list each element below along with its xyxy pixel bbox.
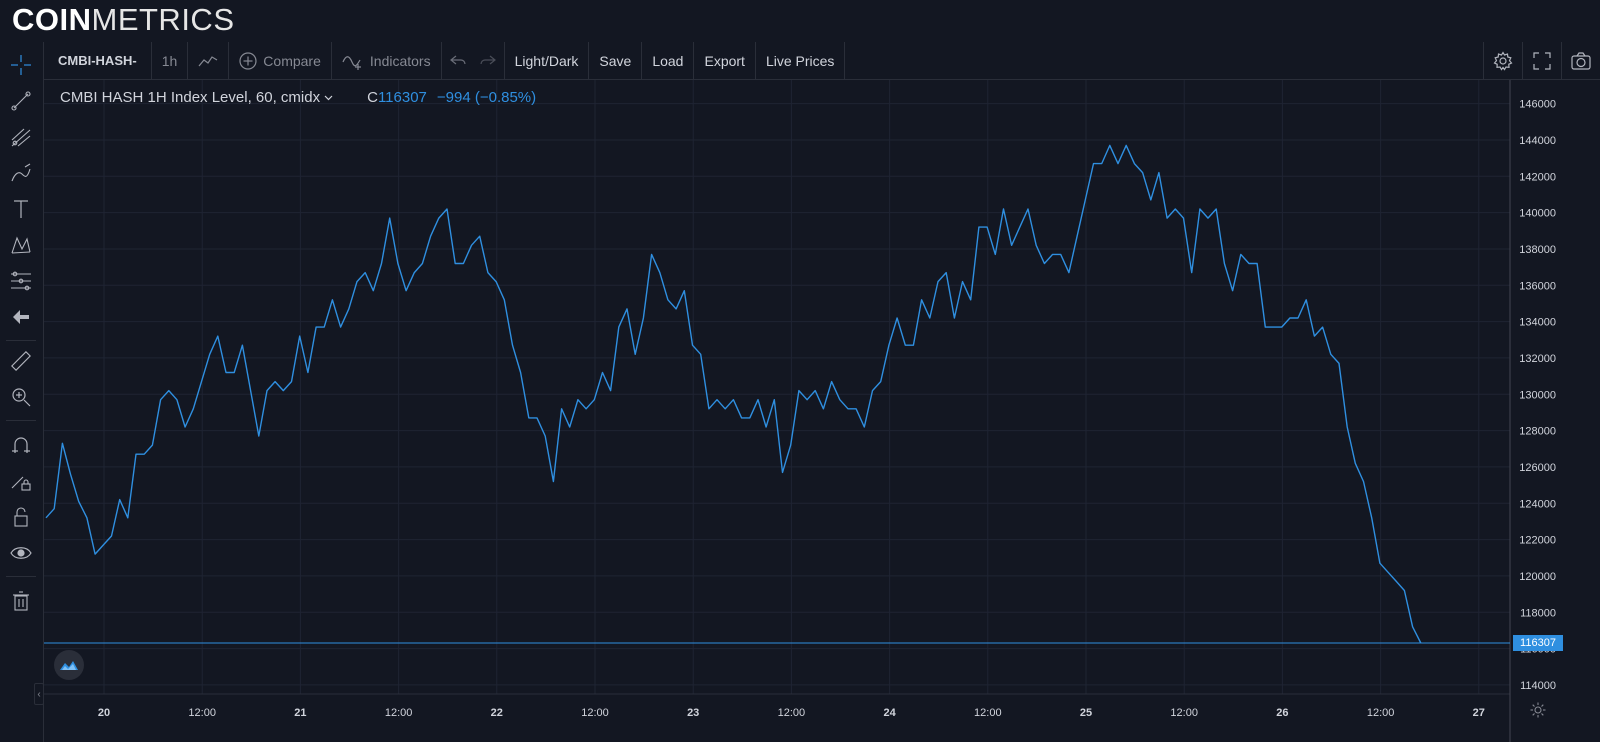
close-label: C — [367, 89, 378, 106]
light-dark-button[interactable]: Light/Dark — [505, 41, 590, 80]
plus-circle-icon — [239, 51, 257, 70]
gear-icon[interactable] — [1483, 42, 1522, 80]
x-tick-label: 20 — [98, 707, 110, 719]
x-axis-ticks: 20 12:00 21 12:00 22 12:00 23 12:00 24 12:00 25 12:… — [98, 707, 1485, 719]
x-tick-label: 12:00 — [778, 707, 806, 719]
y-tick-label: 120000 — [1519, 571, 1556, 583]
crosshair-icon[interactable] — [4, 50, 38, 80]
x-tick-label: 26 — [1276, 707, 1288, 719]
indicators-label: Indicators — [369, 52, 431, 69]
undo-icon[interactable] — [449, 55, 466, 67]
x-tick-label: 12:00 — [581, 707, 609, 719]
redo-icon[interactable] — [479, 55, 496, 67]
y-tick-label: 126000 — [1519, 462, 1556, 474]
last-price-badge: 116307 — [1513, 635, 1563, 651]
interval-button[interactable]: 1h — [152, 41, 189, 80]
undo-redo-group — [442, 41, 505, 80]
x-tick-label: 21 — [294, 707, 306, 719]
x-tick-label: 12:00 — [1367, 707, 1395, 719]
chevron-down-icon[interactable] — [324, 93, 333, 102]
x-tick-label: 12:00 — [1170, 707, 1198, 719]
close-value: 116307 — [377, 89, 427, 106]
trash-icon[interactable] — [4, 586, 38, 616]
chart-toolbar: CMBI-HASH- 1h Compare Indicators Light/D… — [44, 41, 1600, 80]
sidebar-separator — [6, 340, 36, 341]
compare-button[interactable]: Compare — [229, 41, 332, 80]
trend-line-icon[interactable] — [4, 86, 38, 116]
sidebar-separator — [6, 420, 36, 421]
collapse-sidebar-button[interactable]: ‹ — [34, 683, 44, 705]
toolbar-right-group — [1483, 42, 1600, 80]
tradingview-logo-icon[interactable] — [54, 650, 84, 680]
text-icon[interactable] — [4, 194, 38, 224]
y-tick-label: 140000 — [1519, 208, 1556, 220]
x-tick-label: 22 — [491, 707, 503, 719]
pitchfork-icon[interactable] — [4, 122, 38, 152]
lock-drawing-icon[interactable] — [4, 466, 38, 496]
x-tick-label: 24 — [883, 707, 896, 719]
indicators-button[interactable]: Indicators — [332, 41, 442, 80]
sidebar-separator — [6, 576, 36, 577]
y-tick-label: 142000 — [1519, 171, 1556, 183]
y-tick-label: 134000 — [1519, 317, 1556, 329]
chart-grid — [44, 80, 1510, 694]
zoom-in-icon[interactable] — [4, 382, 38, 412]
load-button[interactable]: Load — [642, 41, 695, 80]
logo-light: METRICS — [91, 2, 235, 37]
y-tick-label: 146000 — [1519, 99, 1556, 111]
live-prices-button[interactable]: Live Prices — [756, 41, 846, 80]
camera-icon[interactable] — [1561, 42, 1600, 80]
brush-icon[interactable] — [4, 158, 38, 188]
ruler-icon[interactable] — [4, 346, 38, 376]
fullscreen-icon[interactable] — [1522, 42, 1561, 80]
fib-icon[interactable] — [4, 266, 38, 296]
x-tick-label: 12:00 — [188, 707, 216, 719]
y-tick-label: 122000 — [1519, 535, 1556, 547]
series-title[interactable]: CMBI HASH 1H Index Level, 60, cmidx — [60, 89, 321, 106]
logo-bold: COIN — [12, 2, 92, 37]
unlock-icon[interactable] — [4, 502, 38, 532]
y-tick-label: 118000 — [1520, 607, 1556, 619]
x-tick-label: 12:00 — [974, 707, 1002, 719]
price-series-line — [45, 144, 1422, 644]
x-tick-label: 23 — [687, 707, 699, 719]
series-legend: CMBI HASH 1H Index Level, 60, cmidx C 11… — [60, 89, 536, 106]
back-arrow-icon[interactable] — [4, 302, 38, 332]
change-value: −994 (−0.85%) — [436, 89, 537, 106]
eye-icon[interactable] — [4, 538, 38, 568]
save-button[interactable]: Save — [589, 41, 643, 80]
y-tick-label: 128000 — [1519, 426, 1556, 438]
indicators-icon — [342, 52, 364, 70]
header: COINMETRICS — [0, 0, 1600, 40]
y-tick-label: 136000 — [1519, 280, 1556, 292]
y-tick-label: 114000 — [1520, 680, 1556, 692]
y-axis-ticks: 1140001160001180001200001220001240001260… — [1519, 99, 1556, 692]
y-tick-label: 124000 — [1519, 498, 1556, 510]
x-tick-label: 25 — [1080, 707, 1092, 719]
export-button[interactable]: Export — [694, 41, 756, 80]
x-tick-label: 27 — [1473, 707, 1485, 719]
x-tick-label: 12:00 — [385, 707, 413, 719]
compare-label: Compare — [263, 52, 321, 69]
axis-settings-icon[interactable] — [1528, 700, 1548, 720]
line-chart-icon[interactable] — [188, 41, 230, 80]
magnet-icon[interactable] — [4, 430, 38, 460]
pattern-icon[interactable] — [4, 230, 38, 260]
symbol-button[interactable]: CMBI-HASH- — [44, 41, 152, 80]
drawing-tools-sidebar — [0, 42, 44, 742]
coinmetrics-logo[interactable]: COINMETRICS — [12, 2, 235, 38]
y-tick-label: 130000 — [1519, 389, 1556, 401]
y-tick-label: 132000 — [1519, 353, 1556, 365]
y-tick-label: 138000 — [1519, 244, 1556, 256]
y-tick-label: 144000 — [1519, 135, 1556, 147]
